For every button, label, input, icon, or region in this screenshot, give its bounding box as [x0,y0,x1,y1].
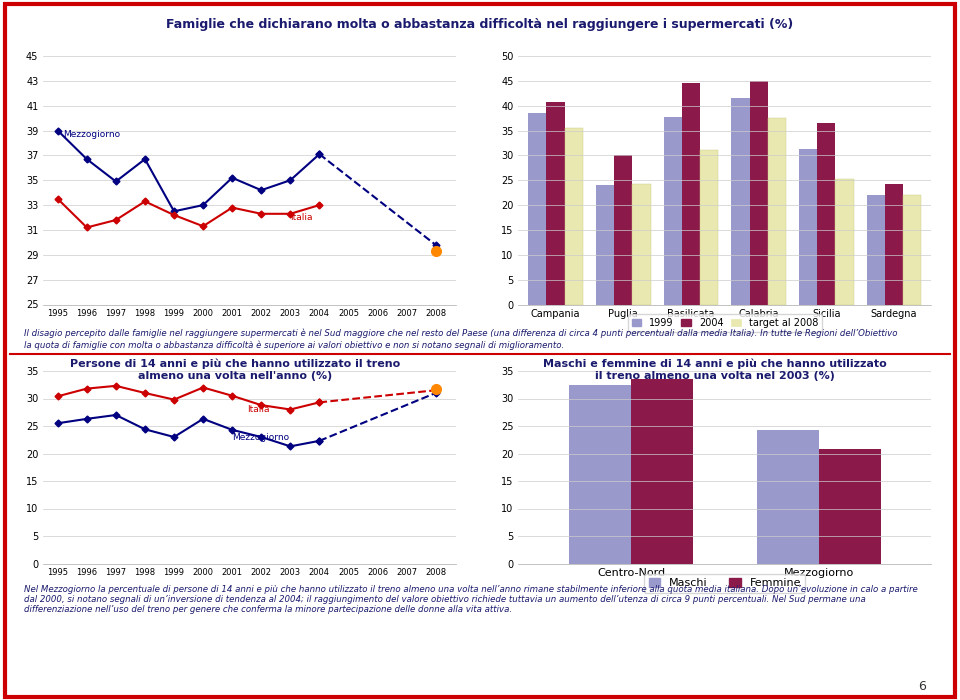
Legend: 1999, 2004, target al 2008: 1999, 2004, target al 2008 [628,314,822,332]
Text: Mezzogiorno: Mezzogiorno [232,433,289,442]
Text: Il disagio percepito dalle famiglie nel raggiungere supermercati è nel Sud maggi: Il disagio percepito dalle famiglie nel … [24,329,898,339]
Bar [633,184,651,304]
Bar [835,179,853,304]
Bar [528,113,546,304]
Text: Nel Mezzogiorno la percentuale di persone di 14 anni e più che hanno utilizzato : Nel Mezzogiorno la percentuale di person… [24,584,918,594]
Text: Maschi e femmine di 14 anni e più che hanno utilizzato
il treno almeno una volta: Maschi e femmine di 14 anni e più che ha… [543,358,887,381]
Bar [756,430,819,564]
Bar [819,449,880,564]
Bar [564,128,583,304]
Bar [569,385,631,564]
Bar [903,195,922,304]
Bar [631,379,693,564]
Text: 6: 6 [919,680,926,692]
Text: Italia: Italia [247,405,269,414]
Bar [614,155,633,304]
Bar [596,186,614,304]
Text: Italia: Italia [290,213,313,222]
Text: Mezzogiorno: Mezzogiorno [63,130,121,139]
Bar [867,195,885,304]
Bar [682,83,700,304]
Bar [799,149,817,304]
Bar [700,150,718,304]
Bar [732,98,750,304]
Text: Famiglie che dichiarano molta o abbastanza difficoltà nel raggiungere i supermer: Famiglie che dichiarano molta o abbastan… [166,18,794,31]
Text: differenziazione nell’uso del treno per genere che conferma la minore partecipaz: differenziazione nell’uso del treno per … [24,606,512,615]
Bar [750,81,768,304]
Bar [885,184,903,304]
Text: la quota di famiglie con molta o abbastanza difficoltà è superiore ai valori obi: la quota di famiglie con molta o abbasta… [24,340,564,350]
Legend: Maschi, Femmine: Maschi, Femmine [644,573,805,593]
Text: Persone di 14 anni e più che hanno utilizzato il treno
almeno una volta nell'ann: Persone di 14 anni e più che hanno utili… [70,358,400,381]
Bar [817,123,835,304]
Bar [663,117,682,304]
Bar [768,118,786,304]
Text: dal 2000, si notano segnali di un’inversione di tendenza al 2004; il raggiungime: dal 2000, si notano segnali di un’invers… [24,595,866,604]
Bar [546,102,564,304]
